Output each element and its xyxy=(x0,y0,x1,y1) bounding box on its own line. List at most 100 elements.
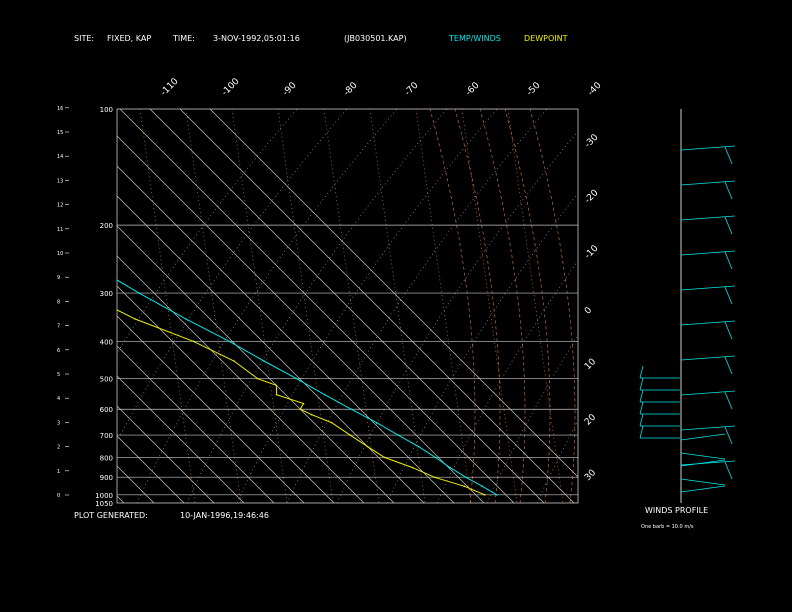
top-isotherm-label: -90 xyxy=(281,80,299,98)
dewpoint-point xyxy=(104,303,106,305)
wind-barb-shaft xyxy=(680,145,736,151)
temperature-point xyxy=(323,393,326,396)
legend-temp-winds: TEMP/WINDS xyxy=(448,34,501,43)
pressure-tick-label: 500 xyxy=(100,376,113,384)
isotherm-line xyxy=(117,435,185,503)
right-isotherm-label: -10 xyxy=(583,243,601,261)
wind-barb-flag xyxy=(724,251,733,270)
wind-barb-flag xyxy=(639,377,644,391)
wind-barb-flag xyxy=(724,286,733,305)
temperature-point xyxy=(263,360,265,362)
wind-barb-shaft xyxy=(680,459,726,467)
dewpoint-point xyxy=(366,445,369,448)
dry-adiabat xyxy=(587,109,792,503)
temperature-point xyxy=(375,421,378,424)
dewpoint-point xyxy=(433,476,435,478)
dewpoint-point xyxy=(275,384,278,387)
sounding-id: (JB030501.KAP) xyxy=(344,34,407,43)
isotherm-line xyxy=(117,375,245,503)
wind-barb-flag xyxy=(724,146,733,165)
temperature-point xyxy=(228,340,231,343)
wind-barb-shaft xyxy=(680,452,726,460)
dewpoint-point xyxy=(383,456,386,459)
wind-barb-flag xyxy=(724,216,733,235)
pressure-tick-label: 300 xyxy=(100,290,113,298)
mixing-ratio-line xyxy=(415,109,472,503)
dewpoint-point xyxy=(256,377,259,380)
wind-barb-shaft xyxy=(680,390,736,396)
isotherm-line xyxy=(117,255,365,503)
height-km-label: 8 xyxy=(57,299,60,305)
height-km-label: 5 xyxy=(57,372,60,378)
wind-barb-flag xyxy=(724,356,733,375)
winds-profile-note: One barb = 10.0 m/s xyxy=(641,524,694,530)
pressure-tick-label: 400 xyxy=(100,338,113,346)
pressure-tick-label: 1000 xyxy=(95,492,113,500)
dry-adiabat xyxy=(236,109,498,503)
wind-barb-shaft xyxy=(680,355,736,361)
mixing-ratio-line xyxy=(277,109,334,503)
height-km-label: 16 xyxy=(57,106,63,112)
right-isotherm-label: 30 xyxy=(583,468,598,483)
wind-barb-shaft xyxy=(680,180,736,186)
right-isotherm-label: 10 xyxy=(583,357,598,372)
pressure-tick-label: 1050 xyxy=(95,500,113,508)
isotherm-line xyxy=(117,465,155,503)
dewpoint-point xyxy=(299,408,302,411)
temperature-point xyxy=(397,434,399,436)
wind-barb-shaft xyxy=(680,425,736,431)
isotherm-line xyxy=(117,135,485,503)
moist-adiabat xyxy=(529,109,576,503)
legend-dewpoint: DEWPOINT xyxy=(524,34,568,43)
dry-adiabat xyxy=(536,420,578,503)
dewpoint-point xyxy=(302,402,305,405)
height-km-label: 0 xyxy=(57,493,60,499)
wind-barb-shaft xyxy=(680,478,726,486)
mixing-ratio-line xyxy=(461,109,518,503)
dewpoint-profile-line xyxy=(117,309,485,496)
pressure-tick-label: 700 xyxy=(100,432,113,440)
height-km-label: 14 xyxy=(57,154,63,160)
dewpoint-point xyxy=(192,340,195,343)
plot-generated-value: 10-JAN-1996,19:46:46 xyxy=(180,511,269,520)
dewpoint-point xyxy=(7,248,9,250)
wind-barb-shaft xyxy=(680,433,726,441)
top-isotherm-label: -40 xyxy=(586,80,604,98)
isotherm-line xyxy=(119,109,515,503)
wind-barb-flag xyxy=(724,181,733,200)
wind-barb-flag xyxy=(639,389,644,403)
temperature-point xyxy=(417,445,420,448)
wind-barb-flag xyxy=(639,425,644,439)
moist-adiabat xyxy=(429,109,476,503)
dry-adiabat xyxy=(336,130,578,503)
wind-barb-shaft xyxy=(680,460,736,466)
height-km-label: 12 xyxy=(57,203,63,209)
top-isotherm-label: -70 xyxy=(403,80,421,98)
pressure-tick-label: 800 xyxy=(100,454,113,462)
skew-t-plot: 1002003004005006007008009001000105001234… xyxy=(7,76,792,508)
pressure-tick-label: 600 xyxy=(100,406,113,414)
isotherm-line xyxy=(117,495,125,503)
isotherm-line xyxy=(179,109,575,503)
temperature-point xyxy=(87,262,89,264)
plot-generated-label: PLOT GENERATED: xyxy=(74,511,148,520)
moist-adiabat xyxy=(504,109,551,503)
top-isotherm-label: -110 xyxy=(159,76,181,98)
wind-barb-flag xyxy=(639,413,644,427)
isotherm-line xyxy=(117,405,215,503)
wind-barb-flag xyxy=(639,365,644,379)
height-km-label: 11 xyxy=(57,227,63,233)
right-isotherm-label: 20 xyxy=(583,412,598,427)
dry-adiabat xyxy=(136,109,398,503)
dewpoint-point xyxy=(411,466,414,469)
wind-barb-shaft xyxy=(680,485,726,493)
top-isotherm-label: -60 xyxy=(464,80,482,98)
height-km-label: 2 xyxy=(57,445,60,451)
temperature-point xyxy=(295,377,298,380)
isotherm-line xyxy=(209,109,578,478)
height-km-label: 10 xyxy=(57,251,63,257)
moist-adiabat xyxy=(454,109,501,503)
isotherm-line xyxy=(117,345,275,503)
temperature-point xyxy=(449,466,451,469)
